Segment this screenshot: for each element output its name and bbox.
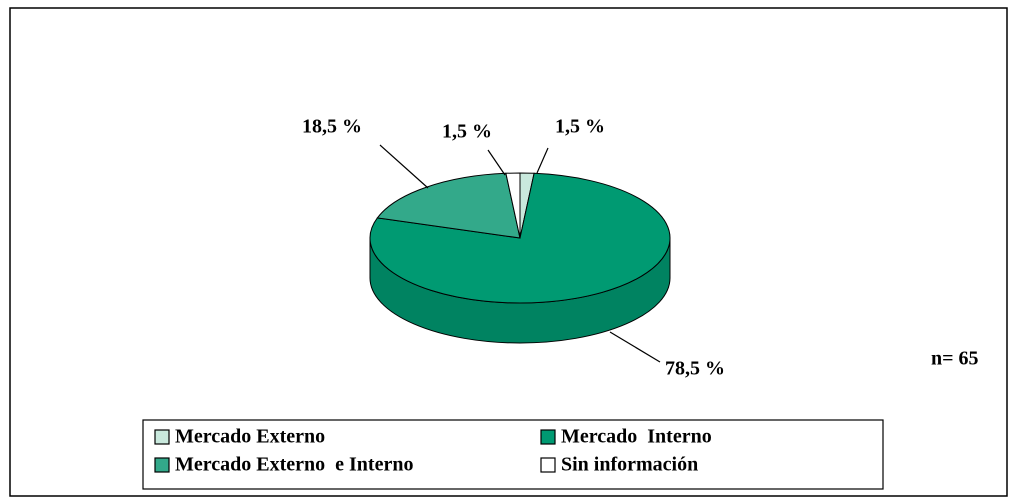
legend-swatch <box>154 429 170 445</box>
leader-line <box>609 331 661 363</box>
leader-line <box>379 144 429 189</box>
legend-label: Mercado Externo e Interno <box>175 454 413 476</box>
leader-line <box>487 149 506 176</box>
annotation: n= 65 <box>931 348 979 370</box>
legend-swatch <box>154 457 170 473</box>
value-label: 1,5 % <box>442 121 492 143</box>
pie-slice <box>376 172 521 239</box>
legend-label: Sin información <box>561 454 698 476</box>
legend-swatch <box>540 457 556 473</box>
value-label: 78,5 % <box>665 358 725 380</box>
pie-tops <box>369 172 671 304</box>
leader-lines <box>379 144 661 363</box>
legend-box <box>142 419 884 490</box>
value-label: 1,5 % <box>555 116 605 138</box>
legend-label: Mercado Interno <box>561 426 712 448</box>
legend: Mercado Externo Mercado Interno Mercado Ex… <box>154 426 712 476</box>
value-label: 18,5 % <box>302 116 362 138</box>
pie-slice <box>505 172 521 239</box>
legend-label: Mercado Externo <box>175 426 325 448</box>
legend-swatch <box>540 429 556 445</box>
leader-line <box>536 147 549 174</box>
